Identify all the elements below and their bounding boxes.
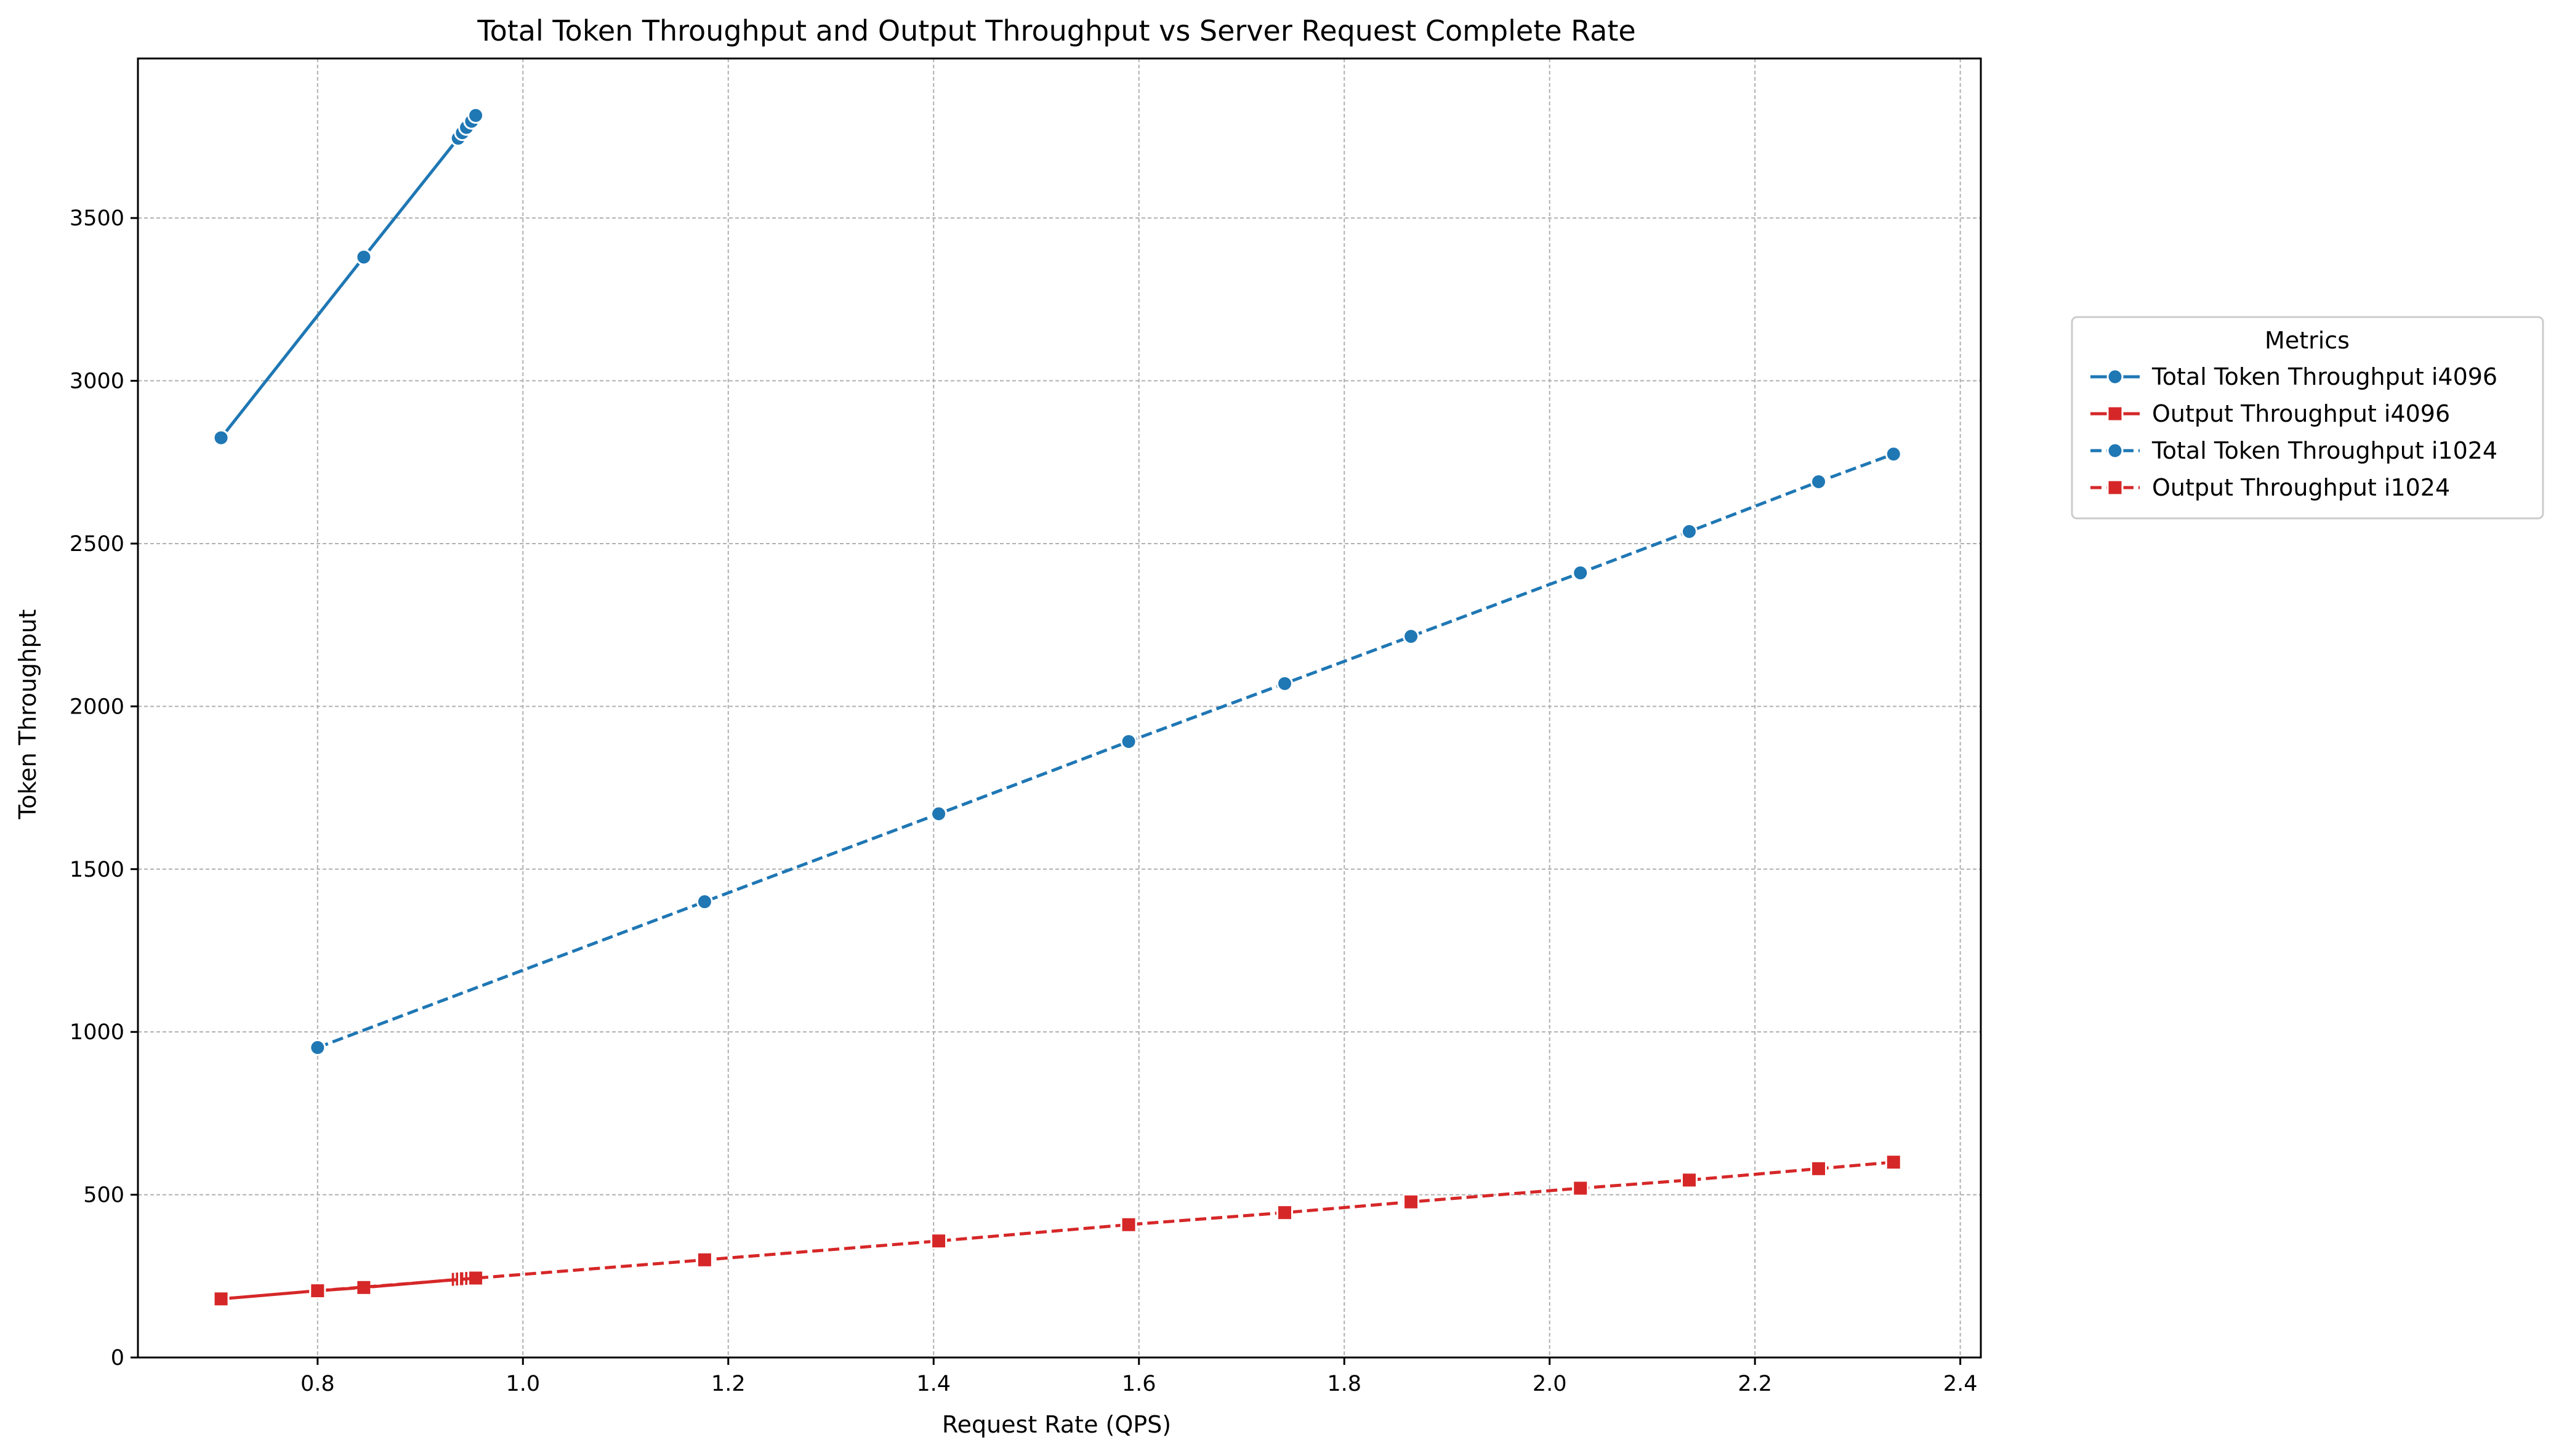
data-point	[1810, 473, 1828, 490]
legend-label: Output Throughput i4096	[2152, 400, 2450, 427]
x-axis-label: Request Rate (QPS)	[942, 1411, 1171, 1438]
legend-item: Output Throughput i4096	[2090, 400, 2450, 427]
data-point	[1403, 1193, 1420, 1210]
data-point	[355, 249, 373, 266]
data-point	[1120, 733, 1137, 750]
data-point	[1120, 1216, 1137, 1233]
axis-ticks: 0.8 1.0 1.2 1.4 1.6 1.8 2.0 2.2 2.4 0 500 1000 1500 2…	[70, 206, 1978, 1396]
legend-marker	[2106, 368, 2124, 385]
series-3	[309, 446, 1902, 1056]
y-tick-label: 0	[111, 1346, 124, 1370]
data-point	[1572, 1180, 1589, 1197]
legend-marker	[2106, 442, 2124, 459]
x-tick-label: 0.8	[300, 1372, 335, 1396]
legend-label: Total Token Throughput i1024	[2151, 437, 2497, 464]
legend-marker	[2106, 405, 2124, 422]
data-point	[309, 1039, 326, 1056]
y-tick-label: 2500	[70, 532, 124, 557]
x-tick-label: 1.4	[916, 1372, 951, 1396]
data-point	[309, 1282, 326, 1300]
x-tick-label: 2.2	[1738, 1372, 1772, 1396]
y-tick-label: 3000	[70, 369, 124, 394]
plot-area-frame	[137, 57, 1982, 1359]
data-point	[467, 107, 485, 124]
data-point	[212, 429, 230, 446]
data-point	[1276, 1204, 1293, 1221]
series-layer	[212, 107, 1902, 1308]
legend-items: Total Token Throughput i4096 Output Throu…	[2090, 363, 2497, 501]
legend: Metrics Total Token Throughput i4096 Outp…	[2071, 316, 2544, 520]
legend-item: Total Token Throughput i1024	[2090, 437, 2497, 464]
y-tick-label: 1500	[70, 858, 124, 882]
legend-item: Output Throughput i1024	[2090, 474, 2450, 501]
legend-box	[2071, 316, 2544, 520]
data-point	[930, 1233, 948, 1250]
data-point	[696, 893, 713, 911]
legend-label: Total Token Throughput i4096	[2151, 363, 2497, 390]
data-point	[1810, 1160, 1828, 1177]
series-4	[309, 1154, 1902, 1300]
legend-item: Total Token Throughput i4096	[2090, 363, 2497, 390]
data-point	[696, 1251, 713, 1268]
data-point	[930, 805, 948, 823]
x-tick-label: 1.8	[1327, 1372, 1361, 1396]
x-tick-label: 2.4	[1943, 1372, 1978, 1396]
x-tick-label: 1.6	[1122, 1372, 1156, 1396]
y-axis-label: Token Throughput	[14, 609, 41, 820]
series-line	[316, 452, 1895, 1049]
series-1	[212, 107, 485, 446]
data-point	[1680, 523, 1698, 540]
y-tick-label: 3500	[70, 206, 124, 231]
data-point	[1885, 446, 1902, 463]
data-point	[1885, 1154, 1902, 1171]
data-point	[212, 1290, 230, 1308]
data-point	[1276, 675, 1293, 692]
x-tick-label: 1.2	[711, 1372, 746, 1396]
legend-label: Output Throughput i1024	[2152, 474, 2450, 501]
x-tick-label: 1.0	[506, 1372, 540, 1396]
x-tick-label: 2.0	[1533, 1372, 1567, 1396]
data-point	[1680, 1172, 1698, 1189]
legend-title: Metrics	[2265, 327, 2350, 354]
chart-title: Total Token Throughput and Output Throug…	[477, 14, 1635, 47]
data-point	[1572, 565, 1589, 582]
y-tick-label: 2000	[70, 694, 124, 719]
y-tick-label: 500	[83, 1183, 124, 1208]
series-line	[317, 1160, 1894, 1293]
legend-marker	[2106, 479, 2124, 496]
data-point	[1403, 628, 1420, 645]
y-tick-label: 1000	[70, 1020, 124, 1045]
